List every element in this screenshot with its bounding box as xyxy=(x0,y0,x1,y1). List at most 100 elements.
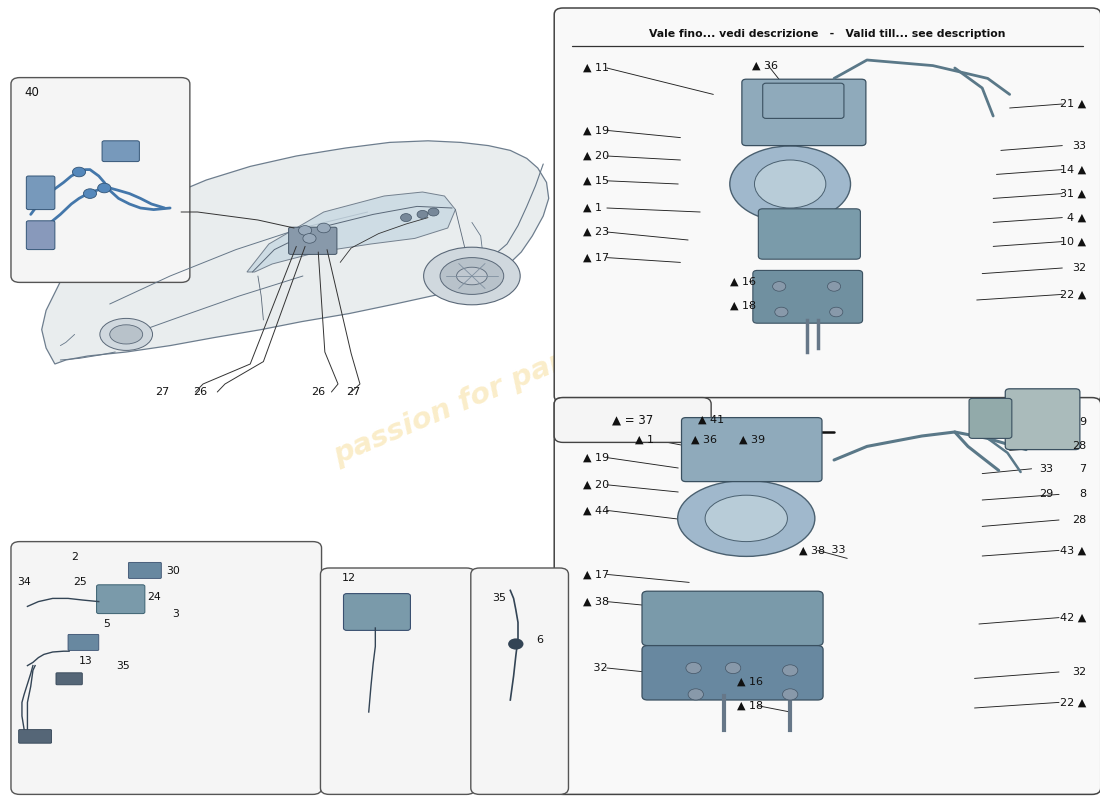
Text: 33: 33 xyxy=(1040,464,1054,474)
FancyBboxPatch shape xyxy=(19,730,52,743)
Text: 14 ▲: 14 ▲ xyxy=(1060,165,1087,174)
FancyBboxPatch shape xyxy=(554,398,711,442)
Circle shape xyxy=(686,662,702,674)
FancyBboxPatch shape xyxy=(11,78,190,282)
FancyBboxPatch shape xyxy=(471,568,569,794)
Circle shape xyxy=(302,234,316,243)
Text: Vale fino... vedi descrizione   -   Valid till... see description: Vale fino... vedi descrizione - Valid ti… xyxy=(649,29,1005,38)
Ellipse shape xyxy=(705,495,788,542)
Text: 26: 26 xyxy=(192,387,207,397)
FancyBboxPatch shape xyxy=(741,79,866,146)
Text: ▲ 39: ▲ 39 xyxy=(738,434,764,444)
Circle shape xyxy=(298,226,311,235)
Polygon shape xyxy=(42,141,549,364)
Text: ▲ 19: ▲ 19 xyxy=(583,126,609,135)
Text: 33: 33 xyxy=(821,546,846,555)
Circle shape xyxy=(428,208,439,216)
Text: ▲ = 37: ▲ = 37 xyxy=(612,414,653,426)
Text: ▲ 1: ▲ 1 xyxy=(636,434,654,444)
Text: 28: 28 xyxy=(1072,515,1087,525)
Text: 27: 27 xyxy=(346,387,361,397)
Text: 3: 3 xyxy=(173,610,179,619)
Text: 9: 9 xyxy=(1079,418,1087,427)
Text: 10 ▲: 10 ▲ xyxy=(1060,237,1087,246)
Text: 6: 6 xyxy=(537,635,543,645)
FancyBboxPatch shape xyxy=(762,83,844,118)
Text: 29: 29 xyxy=(1040,490,1054,499)
Circle shape xyxy=(774,307,788,317)
Text: ▲ 41: ▲ 41 xyxy=(698,415,724,425)
Text: 8: 8 xyxy=(1079,490,1087,499)
Text: 28: 28 xyxy=(1072,442,1087,451)
Text: ▲ 23: ▲ 23 xyxy=(583,227,609,237)
Text: 5: 5 xyxy=(103,619,110,629)
Text: 31 ▲: 31 ▲ xyxy=(1060,189,1087,198)
FancyBboxPatch shape xyxy=(320,568,475,794)
FancyBboxPatch shape xyxy=(288,227,337,254)
FancyBboxPatch shape xyxy=(969,398,1012,438)
Circle shape xyxy=(689,689,704,700)
FancyBboxPatch shape xyxy=(343,594,410,630)
FancyBboxPatch shape xyxy=(11,542,321,794)
Text: ▲ 36: ▲ 36 xyxy=(692,434,717,444)
Circle shape xyxy=(782,665,797,676)
FancyBboxPatch shape xyxy=(102,141,140,162)
Text: ▲ 18: ▲ 18 xyxy=(729,301,756,310)
Text: 2: 2 xyxy=(72,552,78,562)
Text: ▲ 15: ▲ 15 xyxy=(583,176,608,186)
Circle shape xyxy=(98,183,111,193)
Text: 22 ▲: 22 ▲ xyxy=(1060,698,1087,707)
Text: ▲ 38: ▲ 38 xyxy=(583,597,609,606)
FancyBboxPatch shape xyxy=(97,585,145,614)
Text: 12: 12 xyxy=(342,573,356,582)
Circle shape xyxy=(725,662,740,674)
Circle shape xyxy=(400,214,411,222)
Text: ▲ 16: ▲ 16 xyxy=(729,277,756,286)
Circle shape xyxy=(782,689,797,700)
Ellipse shape xyxy=(110,325,143,344)
Text: 40: 40 xyxy=(24,86,38,99)
Text: 32: 32 xyxy=(1072,667,1087,677)
Text: passion for parts since 1982: passion for parts since 1982 xyxy=(329,262,769,470)
Text: 42 ▲: 42 ▲ xyxy=(1060,613,1087,622)
Text: ▲ 44: ▲ 44 xyxy=(583,506,609,515)
Circle shape xyxy=(317,223,330,233)
FancyBboxPatch shape xyxy=(554,8,1100,402)
Text: 35: 35 xyxy=(116,661,130,670)
Text: 32: 32 xyxy=(583,663,607,673)
Text: 22 ▲: 22 ▲ xyxy=(1060,290,1087,299)
Text: ▲ 1: ▲ 1 xyxy=(583,203,602,213)
Ellipse shape xyxy=(440,258,504,294)
Circle shape xyxy=(417,210,428,218)
Text: ▲ 17: ▲ 17 xyxy=(583,570,609,579)
Text: ▲ 36: ▲ 36 xyxy=(751,61,778,70)
Text: 32: 32 xyxy=(1072,263,1087,273)
Text: 25: 25 xyxy=(74,578,87,587)
Text: 27: 27 xyxy=(155,387,169,397)
FancyBboxPatch shape xyxy=(129,562,162,578)
FancyBboxPatch shape xyxy=(68,634,99,650)
FancyBboxPatch shape xyxy=(758,209,860,259)
Text: 24: 24 xyxy=(146,592,161,602)
Text: 26: 26 xyxy=(311,387,326,397)
Text: 35: 35 xyxy=(493,594,506,603)
FancyBboxPatch shape xyxy=(642,646,823,700)
Text: 43 ▲: 43 ▲ xyxy=(1060,546,1087,555)
Text: 4 ▲: 4 ▲ xyxy=(1067,213,1087,222)
Ellipse shape xyxy=(100,318,153,350)
Text: ▲ 38: ▲ 38 xyxy=(799,546,825,555)
Circle shape xyxy=(829,307,843,317)
Text: 34: 34 xyxy=(18,578,31,587)
Ellipse shape xyxy=(456,267,487,285)
Text: 33: 33 xyxy=(1072,141,1087,150)
Circle shape xyxy=(73,167,86,177)
Text: 21 ▲: 21 ▲ xyxy=(1060,99,1087,109)
Ellipse shape xyxy=(678,480,815,557)
FancyBboxPatch shape xyxy=(56,673,82,685)
Ellipse shape xyxy=(424,247,520,305)
Text: 13: 13 xyxy=(79,656,92,666)
FancyBboxPatch shape xyxy=(682,418,822,482)
Ellipse shape xyxy=(755,160,826,208)
FancyBboxPatch shape xyxy=(642,591,823,646)
Text: 7: 7 xyxy=(1079,464,1087,474)
